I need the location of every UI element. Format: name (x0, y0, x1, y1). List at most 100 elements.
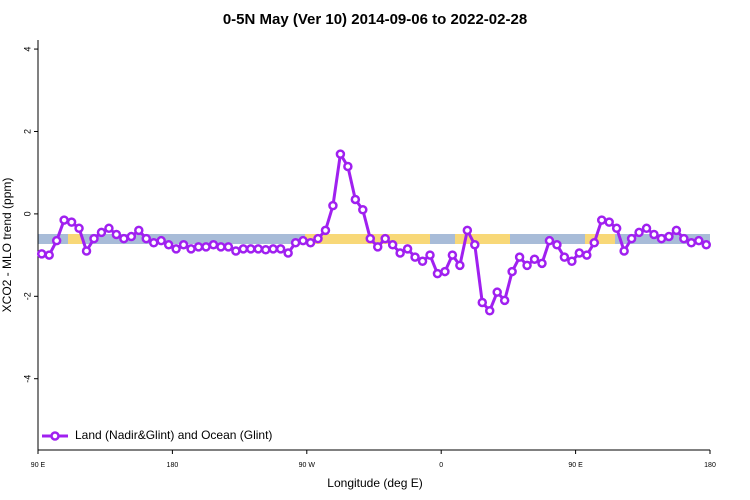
x-tick-label: 90 E (568, 462, 583, 469)
data-point (51, 235, 62, 246)
data-point (104, 223, 114, 234)
data-point (201, 242, 211, 252)
data-point (529, 254, 540, 264)
x-tick-label: 180 (167, 462, 179, 469)
data-point (552, 240, 562, 250)
data-point (126, 231, 137, 242)
data-point (313, 233, 323, 244)
data-point (238, 244, 249, 254)
data-point (298, 235, 308, 246)
data-point (611, 223, 622, 234)
data-point (59, 215, 69, 225)
data-point (81, 246, 92, 256)
data-point (178, 240, 189, 250)
data-point (634, 227, 644, 238)
data-point (679, 233, 689, 244)
data-point (671, 225, 682, 236)
x-axis-label: Longitude (deg E) (327, 476, 422, 490)
data-point (447, 250, 458, 260)
data-point (305, 237, 316, 248)
data-point (156, 235, 166, 246)
data-point (231, 246, 241, 256)
data-point (320, 225, 331, 236)
data-point (193, 242, 204, 252)
data-point (410, 252, 420, 262)
data-point (358, 205, 368, 215)
data-point (328, 200, 338, 211)
data-point (455, 260, 465, 271)
data-point (522, 260, 532, 271)
data-point (380, 233, 390, 244)
data-point (111, 229, 122, 240)
data-point (163, 240, 174, 250)
data-point (275, 244, 286, 254)
data-point (499, 295, 510, 306)
data-point (89, 233, 99, 244)
data-point (350, 194, 361, 205)
y-tick-label: 0 (22, 211, 32, 216)
data-point (641, 223, 652, 234)
y-tick-label: 4 (22, 47, 32, 52)
data-point (432, 268, 443, 279)
data-point (492, 287, 502, 297)
data-point (574, 248, 585, 258)
data-point (365, 233, 376, 244)
data-point (186, 244, 196, 254)
data-point (694, 235, 704, 246)
legend-marker (50, 431, 60, 441)
data-point (484, 305, 495, 316)
data-point (626, 233, 637, 244)
data-point (544, 235, 555, 246)
data-point (589, 237, 600, 248)
data-point (387, 240, 398, 250)
data-point (253, 244, 264, 254)
data-point (686, 237, 697, 248)
data-point (567, 256, 577, 267)
data-point (462, 225, 473, 236)
data-point (372, 242, 383, 252)
y-axis-label: XCO2 - MLO trend (ppm) (0, 178, 14, 313)
data-point (290, 237, 301, 248)
data-point (343, 161, 353, 172)
data-point (223, 242, 234, 252)
data-point (582, 250, 592, 260)
x-tick-label: 90 E (31, 462, 46, 469)
y-tick-label: -2 (22, 292, 32, 300)
data-point (649, 229, 659, 240)
data-point (171, 244, 181, 254)
data-point (74, 223, 84, 234)
data-point (604, 217, 614, 227)
data-point (425, 250, 435, 260)
data-point (335, 149, 346, 159)
y-tick-label: -4 (22, 375, 32, 383)
data-point (440, 266, 450, 277)
data-point (395, 248, 405, 258)
x-tick-label: 90 W (299, 462, 316, 469)
data-point (36, 249, 47, 259)
data-point (656, 233, 667, 244)
data-point (507, 266, 517, 277)
data-point (477, 297, 488, 308)
data-point (216, 242, 226, 252)
data-point (268, 244, 278, 254)
data-point (470, 240, 480, 250)
data-point (701, 240, 712, 250)
data-point (596, 215, 607, 225)
data-point (417, 256, 428, 267)
data-point (119, 233, 129, 244)
data-point (283, 248, 293, 258)
data-point (537, 258, 547, 269)
data-point (246, 244, 256, 254)
data-point (619, 246, 629, 256)
data-point (148, 237, 159, 248)
data-point (664, 231, 674, 242)
data-point (402, 244, 413, 254)
legend-label: Land (Nadir&Glint) and Ocean (Glint) (75, 428, 272, 442)
data-point (208, 240, 219, 250)
data-point (44, 250, 54, 260)
data-point (559, 252, 570, 262)
data-point (134, 225, 144, 236)
data-point (96, 227, 107, 238)
data-point (514, 252, 525, 262)
